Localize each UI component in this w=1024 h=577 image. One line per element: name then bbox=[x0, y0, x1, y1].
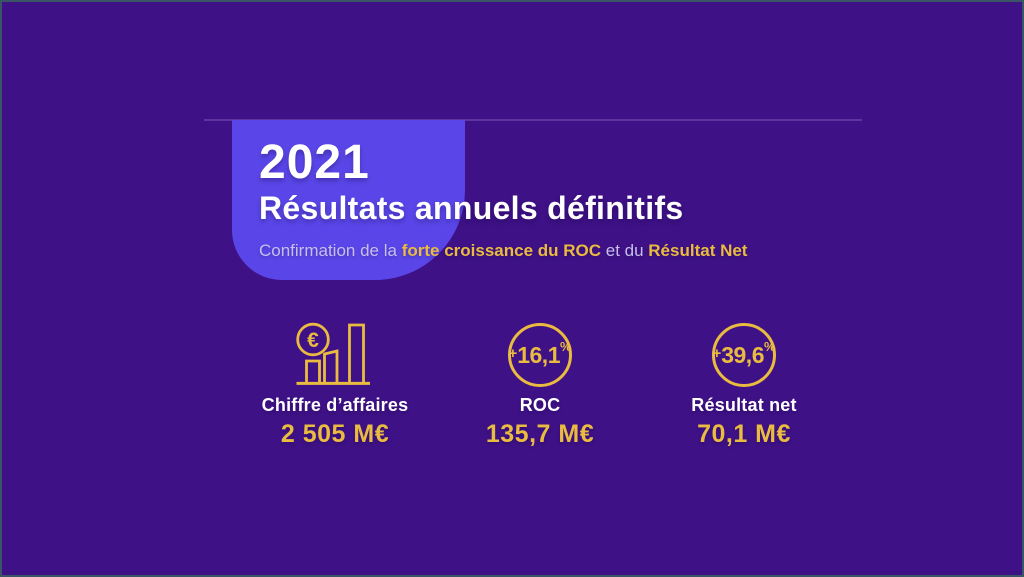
kpi-label: Chiffre d’affaires bbox=[261, 395, 409, 415]
kpi-value: 2 505 M€ bbox=[280, 419, 390, 448]
plus-sign: + bbox=[712, 344, 722, 362]
plus-sign: + bbox=[508, 344, 518, 362]
kpi-resultat-net: +39,6% Résultat net 70,1 M€ bbox=[634, 315, 854, 448]
subtitle-highlight-resultat-net: Résultat Net bbox=[648, 241, 748, 260]
kpi-label: ROC bbox=[519, 395, 561, 415]
kpi-roc: +16,1% ROC 135,7 M€ bbox=[430, 315, 650, 448]
kpi-value: 135,7 M€ bbox=[485, 419, 595, 448]
kpi-chiffre-affaires: € Chiffre d’affaires 2 505 M€ bbox=[225, 315, 445, 448]
kpi-figure: +16,1% bbox=[508, 315, 572, 387]
percent-sign: % bbox=[559, 338, 572, 354]
year-highlight-box bbox=[232, 120, 465, 280]
growth-percentage: 16,1 bbox=[517, 341, 560, 368]
euro-bar-chart-icon: € bbox=[296, 322, 370, 385]
slide-title: Résultats annuels définitifs bbox=[259, 190, 684, 226]
kpi-value: 70,1 M€ bbox=[697, 419, 791, 448]
percent-sign: % bbox=[763, 338, 776, 354]
growth-badge-roc: +16,1% bbox=[508, 323, 572, 387]
kpi-label: Résultat net bbox=[691, 395, 797, 415]
kpi-figure: € bbox=[294, 315, 376, 387]
slide-subtitle: Confirmation de la forte croissance du R… bbox=[259, 240, 747, 261]
year-text: 2021 bbox=[259, 136, 370, 189]
euro-symbol: € bbox=[307, 329, 319, 352]
subtitle-text-1: Confirmation de la bbox=[259, 241, 402, 260]
subtitle-highlight-roc: forte croissance du ROC bbox=[401, 241, 602, 260]
kpi-figure: +39,6% bbox=[712, 315, 776, 387]
growth-percentage: 39,6 bbox=[721, 341, 764, 368]
subtitle-text-2: et du bbox=[601, 241, 649, 260]
header-divider-line bbox=[204, 119, 862, 121]
growth-badge-resultat-net: +39,6% bbox=[712, 323, 776, 387]
